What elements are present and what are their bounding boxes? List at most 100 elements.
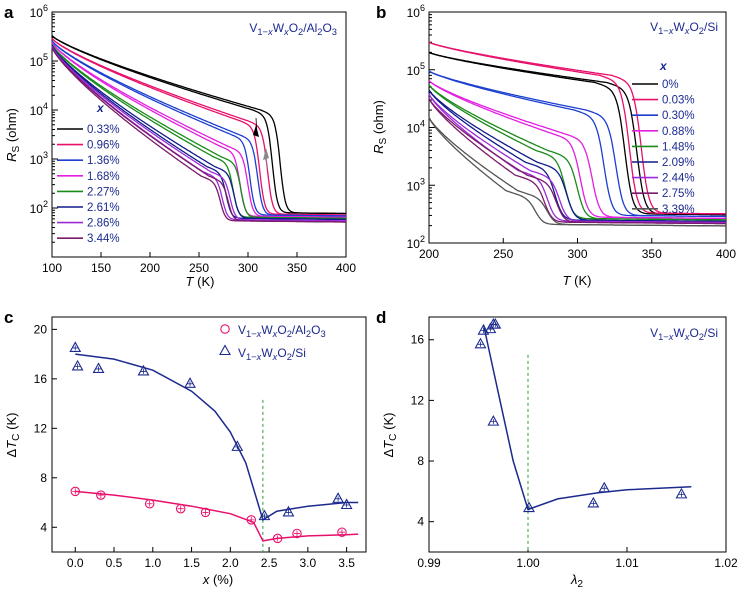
chart-a-legend-label-2: 1.36% bbox=[87, 155, 120, 167]
chart-d-point-cross-0-4 bbox=[492, 322, 498, 328]
chart-c-point-cross-0-6 bbox=[274, 535, 281, 542]
chart-c-point-cross-0-4 bbox=[202, 509, 209, 516]
chart-b-legend-label-5: 2.09% bbox=[662, 157, 695, 169]
chart-b-xtick-label-3: 350 bbox=[642, 247, 662, 261]
chart-c-point-1-6 bbox=[258, 509, 271, 521]
chart-c-xtick-label-5: 2.5 bbox=[261, 556, 278, 570]
chart-a-series-5-heating bbox=[51, 44, 346, 221]
chart-a-ytick-label-4: 104 bbox=[30, 101, 48, 118]
chart-a-xtick-label-2: 200 bbox=[140, 261, 160, 275]
chart-c-xtick-label-6: 3.0 bbox=[300, 556, 317, 570]
chart-d-point-cross-0-9 bbox=[678, 491, 684, 497]
chart-a-title: V1−xWxO2/Al2O3 bbox=[249, 21, 337, 37]
chart-b-legend-label-3: 0.88% bbox=[662, 126, 695, 138]
panel-letter-b: b bbox=[376, 3, 386, 22]
chart-a-series-2-heating bbox=[51, 40, 346, 217]
chart-c-ytick-label-3: 16 bbox=[34, 372, 48, 386]
chart-c-point-cross-0-2 bbox=[146, 500, 153, 507]
chart-c-point-cross-1-2 bbox=[96, 366, 102, 372]
chart-a-legend-label-6: 2.86% bbox=[87, 218, 120, 230]
chart-d-point-0-7 bbox=[587, 496, 600, 508]
chart-c-fit-0 bbox=[75, 490, 359, 542]
chart-d-xlabel: λ2 bbox=[570, 572, 583, 590]
chart-a-legend-title: x bbox=[96, 101, 105, 115]
chart-d-xtick-label-0: 0.99 bbox=[417, 556, 441, 570]
chart-a-xlabel: T (K) bbox=[186, 274, 215, 289]
chart-c-legend-marker-1 bbox=[219, 344, 231, 356]
chart-d-ytick-label-1: 8 bbox=[417, 454, 424, 468]
chart-c-xtick-label-3: 1.5 bbox=[183, 556, 200, 570]
chart-a-ytick-label-5: 105 bbox=[30, 52, 48, 69]
chart-b-series-6-heating bbox=[428, 93, 726, 224]
chart-c-point-0-7 bbox=[292, 528, 302, 539]
chart-c-point-1-5 bbox=[231, 440, 244, 451]
chart-c-point-cross-1-5 bbox=[234, 444, 240, 450]
chart-d-point-0-0 bbox=[474, 337, 487, 349]
chart-c-fit-1 bbox=[75, 353, 359, 521]
chart-c-point-1-8 bbox=[332, 492, 345, 503]
chart-c-point-0-5 bbox=[246, 515, 257, 525]
chart-c-legend-label-1: V1−xWxO2/Si bbox=[238, 346, 306, 362]
chart-c-point-0-1 bbox=[96, 490, 106, 500]
chart-d-point-0-6 bbox=[523, 501, 535, 513]
panel-letter-d: d bbox=[376, 308, 386, 327]
chart-c-point-cross-1-7 bbox=[285, 509, 291, 515]
chart-c-xlabel: x (%) bbox=[202, 572, 233, 587]
chart-b-series-1-heating bbox=[428, 41, 726, 215]
chart-c-legend-marker-0 bbox=[220, 324, 230, 334]
chart-a-series-1-heating bbox=[51, 37, 346, 216]
chart-a-xtick-label-4: 300 bbox=[238, 261, 258, 275]
chart-d-point-0-8 bbox=[598, 481, 611, 493]
panel-letter-c: c bbox=[4, 308, 13, 327]
chart-c-point-cross-1-3 bbox=[140, 368, 146, 374]
chart-a-legend-label-5: 2.61% bbox=[87, 202, 120, 214]
chart-b-series-4-heating bbox=[428, 84, 726, 221]
chart-b-legend-label-0: 0% bbox=[662, 79, 679, 91]
chart-a-arrow-up-shaft bbox=[265, 151, 268, 171]
chart-c-point-cross-0-5 bbox=[248, 516, 255, 523]
chart-b-series-3-heating bbox=[428, 80, 726, 219]
chart-b-series-8-heating bbox=[428, 116, 726, 227]
chart-c-point-1-0 bbox=[69, 341, 82, 352]
chart-c-point-cross-0-3 bbox=[177, 505, 184, 512]
chart-c-point-cross-1-4 bbox=[187, 381, 193, 387]
chart-c-ytick-label-0: 4 bbox=[40, 520, 47, 534]
chart-c-point-1-9 bbox=[340, 498, 353, 510]
chart-d-fit-0 bbox=[482, 324, 692, 511]
chart-d-ytick-label-3: 16 bbox=[411, 333, 425, 347]
chart-a-legend-label-3: 1.68% bbox=[87, 171, 120, 183]
chart-c-point-cross-1-9 bbox=[344, 502, 350, 508]
chart-c-ytick-label-2: 12 bbox=[34, 421, 48, 435]
chart-a-series-6-heating bbox=[51, 45, 346, 222]
chart-d-point-cross-0-0 bbox=[477, 341, 483, 347]
chart-d-xtick-label-3: 1.02 bbox=[714, 556, 738, 570]
chart-b-xlabel: T (K) bbox=[563, 273, 592, 288]
chart-b-xtick-label-0: 200 bbox=[419, 247, 439, 261]
chart-c-xtick-label-0: 0.0 bbox=[67, 556, 84, 570]
chart-d-ylabel: ΔTC (K) bbox=[381, 413, 399, 458]
chart-a-legend-label-7: 3.44% bbox=[87, 233, 120, 245]
chart-b-xtick-label-2: 300 bbox=[567, 247, 587, 261]
chart-c-point-cross-1-1 bbox=[75, 363, 81, 369]
chart-c-point-0-6 bbox=[272, 533, 283, 544]
chart-a-legend-label-0: 0.33% bbox=[87, 124, 120, 136]
chart-c-ytick-label-4: 20 bbox=[34, 322, 48, 336]
chart-c-point-cross-1-0 bbox=[72, 345, 78, 351]
chart-a-ytick-label-3: 103 bbox=[30, 150, 48, 167]
chart-b-legend-label-4: 1.48% bbox=[662, 141, 695, 153]
chart-d-ytick-label-0: 4 bbox=[417, 515, 424, 529]
chart-d-point-0-5 bbox=[487, 414, 500, 426]
chart-b-xtick-label-1: 250 bbox=[493, 247, 513, 261]
chart-c-point-cross-1-6 bbox=[261, 513, 267, 519]
chart-b-legend-label-8: 3.39% bbox=[662, 204, 695, 216]
chart-c-point-cross-0-7 bbox=[293, 530, 300, 537]
chart-a-ytick-label-6: 106 bbox=[30, 3, 48, 20]
chart-c-point-0-4 bbox=[200, 507, 211, 518]
chart-d-point-cross-0-6 bbox=[526, 505, 532, 511]
chart-d-point-cross-0-5 bbox=[490, 419, 496, 425]
chart-c-point-1-4 bbox=[184, 377, 196, 388]
chart-c-legend-label-0: V1−xWxO2/Al2O3 bbox=[238, 323, 326, 339]
chart-c-point-cross-1-8 bbox=[335, 496, 341, 502]
chart-a-series-7-heating bbox=[51, 47, 346, 223]
